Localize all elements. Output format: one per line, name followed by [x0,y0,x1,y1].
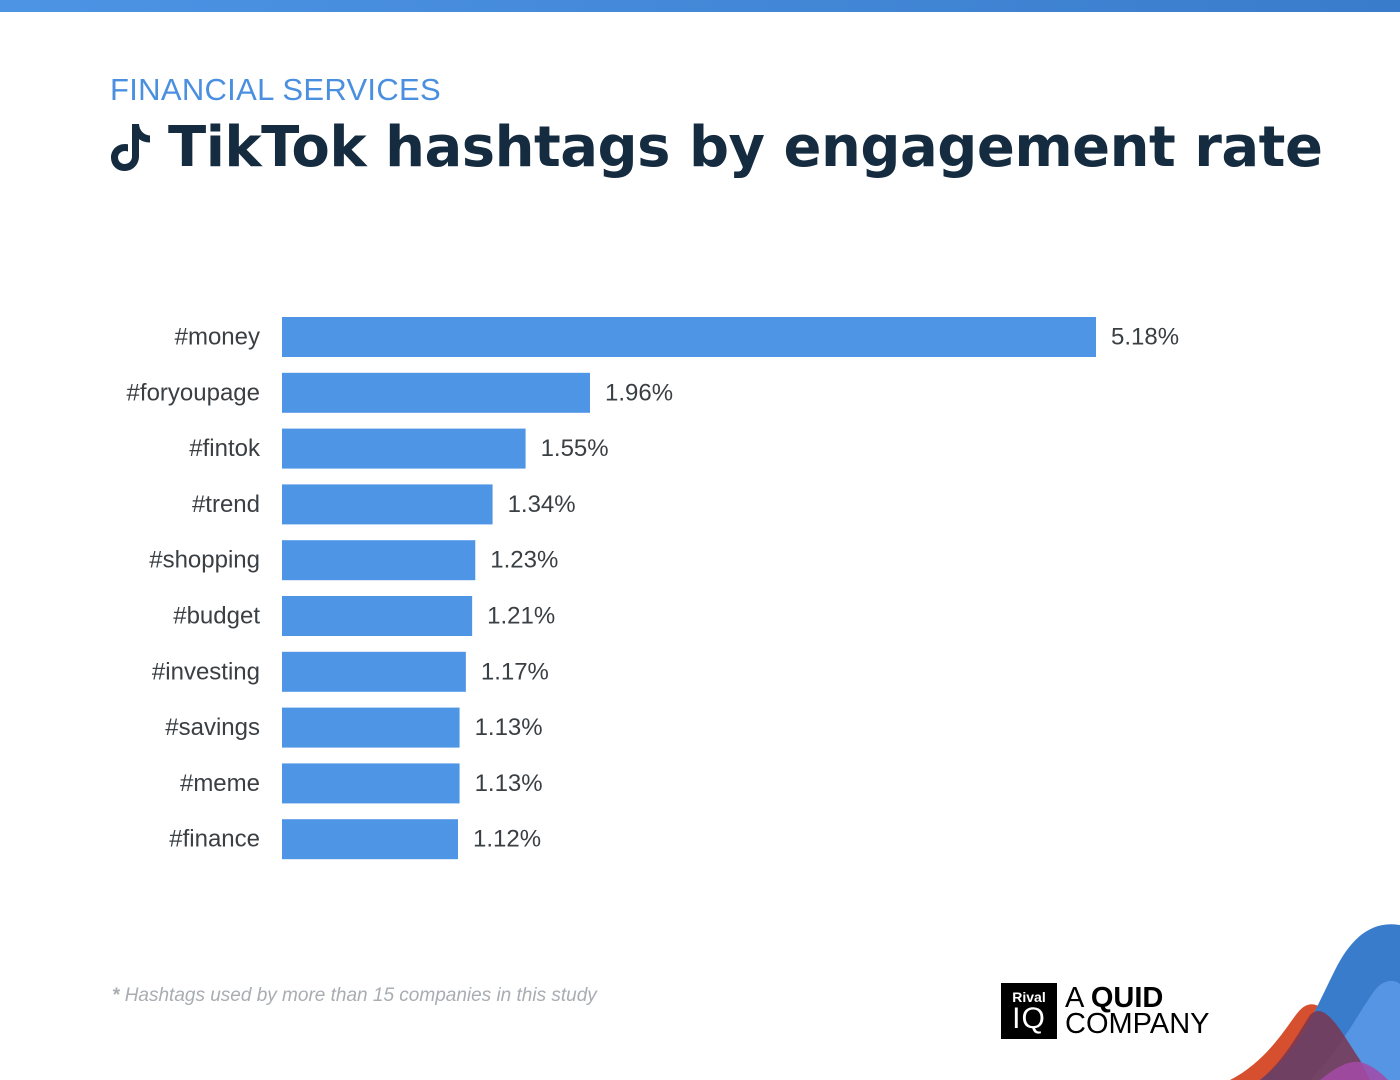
bar-1 [282,372,590,413]
value-label-2: 1.55% [541,435,609,462]
category-label-6: #investing [152,658,260,685]
bar-6 [282,651,466,692]
value-label-8: 1.13% [475,770,543,797]
chart-title: TikTok hashtags by engagement rate [168,114,1323,180]
bar-chart: #money 5.18% #foryoupage 1.96% #fintok 1.55% #… [127,317,1179,860]
category-label-5: #budget [173,603,260,630]
tiktok-icon [111,124,150,171]
value-label-7: 1.13% [475,714,543,741]
value-label-1: 1.96% [605,379,673,406]
category-label-8: #meme [180,770,260,797]
bar-4 [282,540,476,581]
footnote: * Hashtags used by more than 15 companie… [112,985,597,1007]
tagline-quid: QUID [1090,982,1164,1014]
bar-0 [282,317,1096,357]
value-label-5: 1.21% [487,603,555,630]
bar-7 [282,707,460,748]
value-label-6: 1.17% [481,658,549,685]
title-row: TikTok hashtags by engagement rate [108,112,1323,182]
bar-9 [282,819,458,860]
logo-line-rival: Rival [1012,988,1046,1005]
category-label-4: #shopping [149,547,260,574]
logo-line-iq: IQ [1012,1001,1046,1035]
value-label-3: 1.34% [508,491,576,518]
quid-company-tagline: A QUID COMPANY [1065,982,1210,1040]
category-label-3: #trend [192,491,260,518]
category-label-1: #foryoupage [127,379,260,406]
rival-iq-logo: Rival IQ [1001,983,1057,1039]
tagline-prefix: A [1065,982,1091,1014]
value-label-4: 1.23% [490,547,558,574]
brand-logo: Rival IQ A QUID COMPANY [1001,983,1209,1039]
category-label-7: #savings [165,714,260,741]
footnote-text: Hashtags used by more than 15 companies … [124,985,597,1006]
value-label-9: 1.12% [473,826,541,853]
top-accent-bar [0,0,1400,12]
category-label-2: #fintok [189,435,261,462]
decorative-waves [1230,924,1400,1080]
bar-8 [282,763,460,804]
category-label-9: #finance [169,826,260,853]
footnote-star: * [112,985,120,1006]
tagline-company: COMPANY [1065,1008,1210,1040]
bar-5 [282,596,473,636]
category-label: FINANCIAL SERVICES [110,72,441,107]
bar-2 [282,428,526,469]
bar-3 [282,484,493,525]
category-label-0: #money [175,324,260,351]
value-label-0: 5.18% [1111,324,1179,351]
